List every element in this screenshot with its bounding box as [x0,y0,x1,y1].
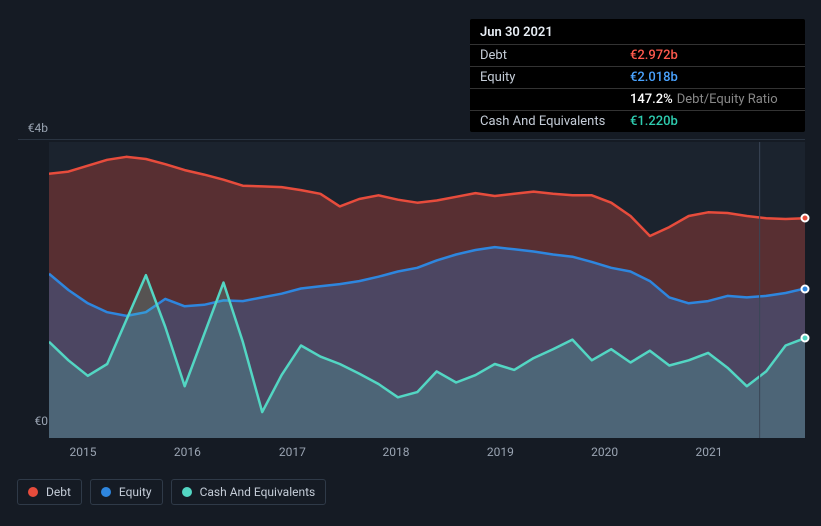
y-axis-label-top: €4b [0,121,48,135]
legend-item-cash-and-equivalents[interactable]: Cash And Equivalents [171,479,327,505]
tooltip-row: Equity€2.018b [470,67,805,89]
legend-dot-icon [101,487,111,497]
x-label: 2018 [383,445,410,459]
legend-dot-icon [28,487,38,497]
tooltip-row-label: Equity [480,70,630,85]
legend-label: Debt [46,485,71,499]
tooltip-row: Debt€2.972b [470,45,805,67]
tooltip-row-label [480,92,630,107]
marker-equity [801,284,810,293]
x-label: 2017 [279,445,306,459]
tooltip-row-value: €2.018b [630,70,678,85]
y-axis-label-bottom: €0 [0,414,48,428]
tooltip-row-extra: Debt/Equity Ratio [677,92,778,107]
x-label: 2021 [695,445,722,459]
legend-item-debt[interactable]: Debt [17,479,82,505]
chart-svg [49,142,805,438]
area-chart[interactable] [49,142,805,438]
marker-debt [801,214,810,223]
tooltip-row-value: 147.2% [630,92,673,107]
x-label: 2019 [487,445,514,459]
tooltip-panel: Jun 30 2021 Debt€2.972bEquity€2.018b147.… [470,19,805,132]
tooltip-row: Cash And Equivalents€1.220b [470,111,805,132]
x-axis: 2015 2016 2017 2018 2019 2020 2021 [49,445,805,465]
tooltip-row-label: Debt [480,48,630,63]
legend-label: Cash And Equivalents [200,485,316,499]
tooltip-row-value: €2.972b [630,48,678,63]
tooltip-row-label: Cash And Equivalents [480,114,630,129]
legend-dot-icon [182,487,192,497]
y-gridline [18,139,805,140]
x-label: 2016 [174,445,201,459]
tooltip-row-value: €1.220b [630,114,678,129]
x-label: 2020 [591,445,618,459]
tooltip-date: Jun 30 2021 [470,19,805,45]
legend-item-equity[interactable]: Equity [90,479,163,505]
tooltip-row: 147.2% Debt/Equity Ratio [470,89,805,111]
legend: Debt Equity Cash And Equivalents [17,479,326,505]
legend-label: Equity [119,485,152,499]
x-label: 2015 [70,445,97,459]
marker-cash-and-equivalents [801,334,810,343]
